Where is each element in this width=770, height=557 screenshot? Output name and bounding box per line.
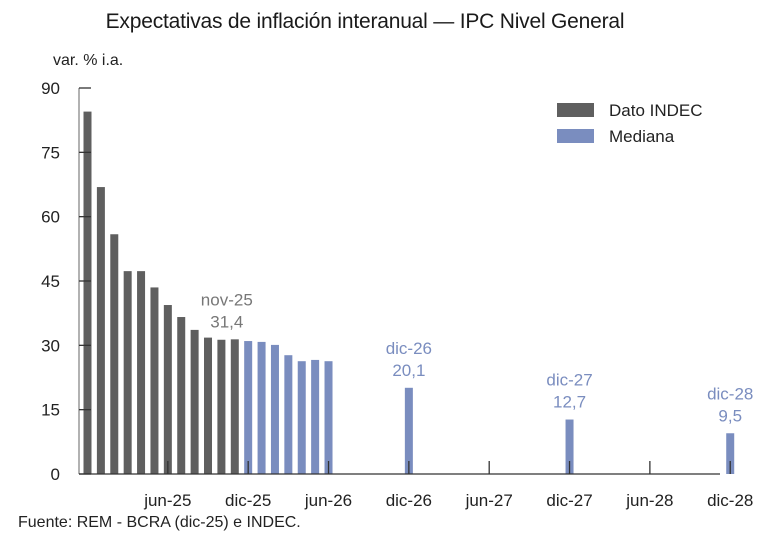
bar-mediana-ene-26 bbox=[257, 341, 266, 474]
y-axis-label: var. % i.a. bbox=[53, 52, 124, 69]
legend-label-indec: Dato INDEC bbox=[609, 101, 703, 120]
y-tick-label: 45 bbox=[41, 272, 60, 291]
bar-indec-ago-25 bbox=[190, 329, 199, 474]
bar-indec-jul-25 bbox=[177, 317, 186, 474]
x-tick-label: jun-26 bbox=[304, 491, 352, 510]
x-tick-label: dic-26 bbox=[386, 491, 432, 510]
legend-label-mediana: Mediana bbox=[609, 127, 675, 146]
bar-indec-abr-25 bbox=[137, 271, 146, 474]
y-tick-label: 75 bbox=[41, 143, 60, 162]
bar-indec-may-25 bbox=[150, 287, 159, 474]
annotation-value-dic-27: 12,7 bbox=[553, 393, 586, 412]
bar-mediana-dic-26 bbox=[404, 387, 413, 474]
bar-indec-feb-25 bbox=[110, 234, 119, 474]
bar-indec-oct-25 bbox=[217, 339, 226, 474]
annotation-date-dic-27: dic-27 bbox=[546, 371, 592, 390]
y-tick-label: 60 bbox=[41, 208, 60, 227]
bar-indec-jun-25 bbox=[163, 305, 172, 474]
source-note: Fuente: REM - BCRA (dic-25) e INDEC. bbox=[18, 514, 301, 531]
annotation-value-dic-28: 9,5 bbox=[718, 406, 742, 425]
bar-mediana-jun-26 bbox=[324, 361, 333, 474]
y-tick-label: 0 bbox=[51, 465, 60, 484]
legend-swatch-mediana bbox=[557, 129, 594, 143]
bar-indec-mar-25 bbox=[123, 271, 132, 474]
x-tick-label: jun-28 bbox=[625, 491, 673, 510]
annotation-date-dic-26: dic-26 bbox=[386, 339, 432, 358]
bar-mediana-mar-26 bbox=[284, 355, 293, 474]
annotation-date-nov-25: nov-25 bbox=[201, 290, 253, 309]
y-tick-label: 90 bbox=[41, 79, 60, 98]
bar-mediana-dic-27 bbox=[565, 419, 574, 474]
legend-swatch-indec bbox=[557, 103, 594, 117]
x-tick-label: dic-28 bbox=[707, 491, 753, 510]
annotation-value-nov-25: 31,4 bbox=[210, 312, 243, 331]
bar-mediana-abr-26 bbox=[297, 361, 306, 474]
annotation-value-dic-26: 20,1 bbox=[392, 361, 425, 380]
y-tick-label: 30 bbox=[41, 336, 60, 355]
annotation-date-dic-28: dic-28 bbox=[707, 384, 753, 403]
x-tick-label: dic-27 bbox=[546, 491, 592, 510]
bar-mediana-dic-28 bbox=[726, 433, 735, 474]
bar-indec-sep-25 bbox=[204, 337, 213, 474]
bar-indec-dic-24 bbox=[83, 111, 92, 474]
bar-mediana-dic-25 bbox=[244, 341, 253, 474]
bar-indec-nov-25 bbox=[230, 339, 239, 474]
bar-indec-ene-25 bbox=[96, 187, 105, 474]
y-tick-label: 15 bbox=[41, 401, 60, 420]
bar-mediana-feb-26 bbox=[270, 344, 279, 474]
x-tick-label: jun-25 bbox=[143, 491, 191, 510]
x-tick-label: dic-25 bbox=[225, 491, 271, 510]
chart-title: Expectativas de inflación interanual — I… bbox=[105, 10, 625, 33]
x-tick-label: jun-27 bbox=[465, 491, 513, 510]
bar-mediana-may-26 bbox=[311, 359, 320, 474]
